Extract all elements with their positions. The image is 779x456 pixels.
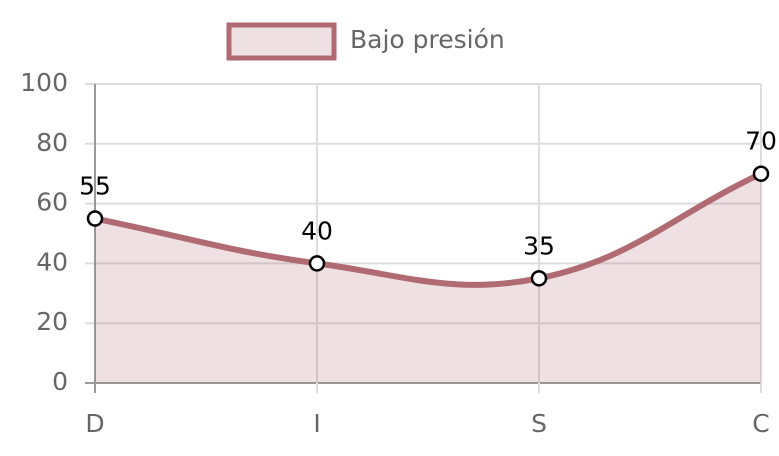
- data-label: 70: [745, 127, 777, 156]
- y-tick-label: 60: [36, 188, 68, 217]
- point: [308, 255, 326, 272]
- x-tick-label: I: [313, 409, 320, 438]
- y-tick-label: 20: [36, 307, 68, 336]
- area: [95, 173, 761, 383]
- x-tick-label: D: [85, 409, 104, 438]
- legend-swatch: [226, 22, 337, 61]
- data-label: 35: [523, 231, 555, 260]
- legend-label: Bajo presión: [350, 25, 505, 54]
- y-tick-label: 0: [52, 367, 68, 396]
- data-label: 55: [79, 172, 111, 201]
- point: [530, 270, 548, 287]
- data-label: 40: [301, 216, 333, 245]
- point: [86, 210, 104, 227]
- x-tick-label: C: [752, 409, 769, 438]
- y-tick-label: 100: [20, 68, 68, 97]
- x-tick-label: S: [531, 409, 547, 438]
- point: [752, 165, 770, 182]
- y-tick-label: 40: [36, 247, 68, 276]
- line: [94, 170, 763, 288]
- y-tick-label: 80: [36, 128, 68, 157]
